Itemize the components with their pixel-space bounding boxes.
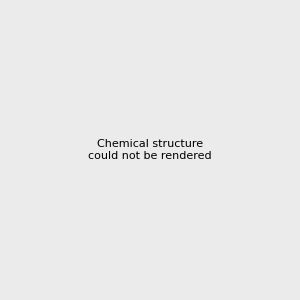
Text: Chemical structure
could not be rendered: Chemical structure could not be rendered <box>88 139 212 161</box>
